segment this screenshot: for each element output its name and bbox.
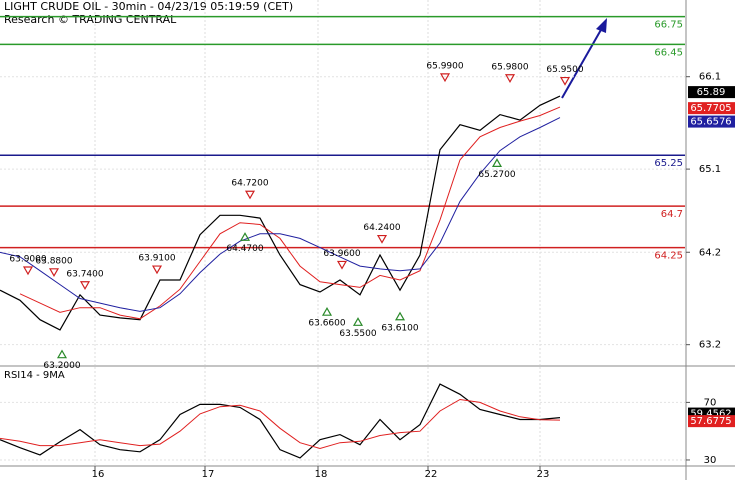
annotation-marker: [394, 311, 406, 321]
price-tag: [688, 102, 735, 115]
y-tick-label: 64.2: [699, 247, 721, 258]
x-tick-label: 22: [425, 469, 438, 480]
annotation-label: 65.9800: [491, 62, 528, 72]
x-tick-label: 17: [202, 469, 215, 480]
price-tag-label: 65.89: [697, 87, 726, 98]
price-tag-label: 65.6576: [690, 117, 731, 128]
annotation-marker: [504, 74, 516, 83]
price-tag: [688, 415, 735, 428]
annotation-label: 64.2400: [363, 223, 400, 233]
x-tick-label: 18: [315, 469, 328, 480]
annotation-marker: [352, 317, 364, 326]
annotation-label: 64.4700: [226, 244, 263, 254]
annotation-label: 65.9900: [426, 61, 463, 71]
annotation-marker: [22, 266, 34, 276]
series-line: [0, 95, 561, 331]
annotation-label: 63.7400: [66, 269, 103, 279]
price-tag-label: 59.4562: [690, 409, 731, 420]
annotation-marker: [321, 306, 333, 316]
level-label: 64.7: [661, 209, 683, 220]
annotation-marker: [79, 281, 91, 290]
series-line: [0, 117, 561, 312]
annotation-label: 65.2700: [478, 170, 515, 180]
annotation-label: 65.9500: [546, 65, 583, 75]
x-tick-label: 16: [92, 469, 105, 480]
rsi-title: RSI14 - 9MA: [4, 370, 65, 381]
annotation-marker: [559, 76, 571, 86]
annotation-label: 63.9600: [323, 249, 360, 259]
annotation-marker: [439, 73, 451, 83]
x-tick-label: 23: [537, 469, 550, 480]
annotation-marker: [56, 349, 68, 359]
forecast-arrow: [561, 18, 607, 99]
level-label: 66.75: [654, 20, 683, 31]
annotation-label: 63.6600: [308, 319, 345, 329]
chart-title: LIGHT CRUDE OIL - 30min - 04/23/19 05:19…: [4, 0, 293, 13]
annotation-marker: [244, 190, 256, 200]
price-tag: [688, 115, 735, 128]
series-line: [19, 106, 561, 320]
y-tick-label: 70: [704, 397, 717, 408]
level-label: 65.25: [654, 158, 683, 169]
chart-subtitle: Research © TRADING CENTRAL: [4, 13, 177, 26]
annotation-marker: [239, 232, 251, 241]
y-tick-label: 65.1: [699, 164, 721, 175]
series-line: [0, 398, 561, 450]
annotation-label: 63.2000: [43, 361, 80, 371]
series-line: [0, 383, 561, 459]
annotation-label: 63.5500: [339, 329, 376, 339]
level-label: 66.45: [654, 47, 683, 58]
annotation-label: 63.6100: [381, 323, 418, 333]
annotation-label: 64.7200: [231, 179, 268, 189]
annotation-marker: [376, 234, 388, 244]
annotation-marker: [48, 268, 60, 278]
annotation-marker: [491, 158, 503, 167]
level-label: 64.25: [654, 251, 683, 262]
annotation-label: 63.8800: [35, 256, 72, 266]
y-tick-label: 66.1: [699, 72, 721, 83]
price-tag-label: 57.6775: [690, 416, 731, 427]
price-tag: [688, 86, 735, 99]
annotation-label: 63.9100: [138, 254, 175, 264]
price-tag-label: 65.7705: [690, 103, 731, 114]
y-tick-label: 63.2: [699, 340, 721, 351]
annotation-marker: [336, 260, 348, 270]
y-tick-label: 30: [704, 455, 717, 466]
annotation-label: 63.9000: [9, 254, 46, 264]
annotation-marker: [151, 265, 163, 275]
